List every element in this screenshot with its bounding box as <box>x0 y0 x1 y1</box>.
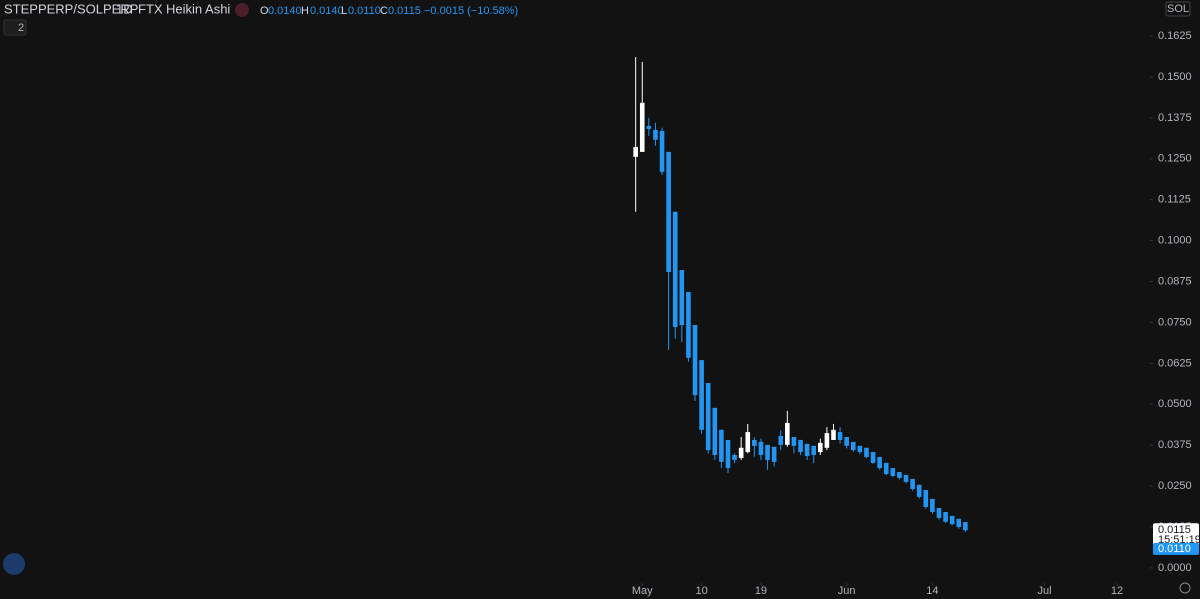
x-tick-label: Jul <box>1037 585 1051 597</box>
candle-body <box>798 439 803 453</box>
candle-body <box>699 360 704 430</box>
y-tick-label: 0.1250 <box>1158 153 1192 165</box>
candle-body <box>692 325 698 396</box>
logo[interactable] <box>3 553 25 575</box>
last-price: 0.0115 <box>1158 524 1191 536</box>
interval: 1D <box>116 1 133 16</box>
candle-body <box>890 468 896 476</box>
candle-body <box>639 102 645 152</box>
y-tick-label: 0.1125 <box>1158 194 1191 206</box>
y-tick-label: 0.0750 <box>1158 316 1192 328</box>
settings-icon[interactable] <box>1179 582 1191 594</box>
candle-body <box>719 429 724 462</box>
candle-body <box>837 432 843 440</box>
x-tick-label: Jun <box>838 585 856 597</box>
candle-body <box>672 211 678 328</box>
candle-body <box>956 518 962 528</box>
candle-body <box>646 126 652 129</box>
candle-body <box>765 444 770 460</box>
y-tick-label: 0.1375 <box>1158 112 1192 124</box>
y-tick-label: 0.0000 <box>1158 562 1192 574</box>
x-tick-label: May <box>632 585 653 597</box>
y-tick-label: 0.0500 <box>1158 398 1192 410</box>
candle-body <box>633 146 638 157</box>
x-tick-label: 12 <box>1111 585 1123 597</box>
candle-body <box>864 447 869 457</box>
candle-body <box>725 439 731 469</box>
y-tick-label: 0.0250 <box>1158 480 1192 492</box>
last-price-box <box>1153 523 1199 548</box>
low-price: 0.0110 <box>1158 543 1191 555</box>
candle-body <box>758 441 764 456</box>
candle-body <box>666 151 671 273</box>
candle-body <box>771 446 777 462</box>
legend-value: 0.0115 <box>388 5 421 17</box>
x-tick-label: 19 <box>755 585 767 597</box>
candle-body <box>903 474 909 482</box>
legend-key: O <box>260 5 269 17</box>
candle-body <box>732 455 737 460</box>
x-tick-label: 10 <box>695 585 707 597</box>
y-tick-label: 0.1000 <box>1158 235 1192 247</box>
status-icon[interactable] <box>235 3 249 17</box>
y-tick-label: 0.0375 <box>1158 439 1192 451</box>
y-tick-label: 0.1500 <box>1158 71 1192 83</box>
candle-body <box>817 442 823 453</box>
collapse-button[interactable] <box>3 19 27 36</box>
legend-key: C <box>380 5 388 17</box>
candle-body <box>791 437 797 446</box>
candle-body <box>844 437 849 446</box>
candle-body <box>811 445 817 456</box>
candle-body <box>963 522 968 531</box>
candle-body <box>745 432 751 453</box>
candle-body <box>659 130 665 172</box>
candle-body <box>850 441 856 451</box>
chart-style: Heikin Ashi <box>166 1 230 16</box>
low-price-box <box>1153 542 1199 555</box>
candle-body <box>857 445 863 453</box>
legend-key: H <box>301 5 309 17</box>
currency-box[interactable] <box>1165 1 1191 17</box>
candle-body <box>877 456 882 469</box>
candle-body <box>712 407 718 456</box>
collapse-count: 2 <box>18 22 24 34</box>
legend-value: 0.0140 <box>310 5 344 17</box>
candle-body <box>831 429 836 440</box>
candle-body <box>738 447 744 458</box>
exchange: FTX <box>138 1 163 16</box>
x-tick-label: 14 <box>926 585 938 597</box>
legend-value: 0.0110 <box>348 5 381 17</box>
legend-key: L <box>341 5 347 17</box>
candle-body <box>785 422 790 445</box>
candle-body <box>910 478 915 490</box>
candle-body <box>943 511 948 522</box>
candle-body <box>936 508 942 518</box>
candle-body <box>923 490 929 508</box>
candle-body <box>653 129 658 140</box>
legend-change: −0.0015 (−10.58%) <box>424 5 518 17</box>
candle-body <box>686 291 691 358</box>
candle-body <box>705 382 711 451</box>
y-tick-label: 0.0875 <box>1158 275 1192 287</box>
candle-body <box>824 433 830 448</box>
candle-body <box>930 498 935 512</box>
legend-value: 0.0140 <box>268 5 302 17</box>
candle-body <box>897 472 902 478</box>
candle-body <box>883 462 889 474</box>
candle-body <box>679 270 685 326</box>
candle-body <box>778 436 784 445</box>
candle-body <box>916 484 922 497</box>
candle-body <box>804 443 810 456</box>
y-tick-label: 0.0625 <box>1158 357 1192 369</box>
symbol: STEPPERP/SOLPERP <box>4 1 138 16</box>
currency: SOL <box>1167 3 1189 15</box>
candle-body <box>752 439 757 446</box>
y-tick-label: 0.1625 <box>1158 30 1192 42</box>
candle-body <box>949 515 955 525</box>
candle-body <box>870 452 876 463</box>
